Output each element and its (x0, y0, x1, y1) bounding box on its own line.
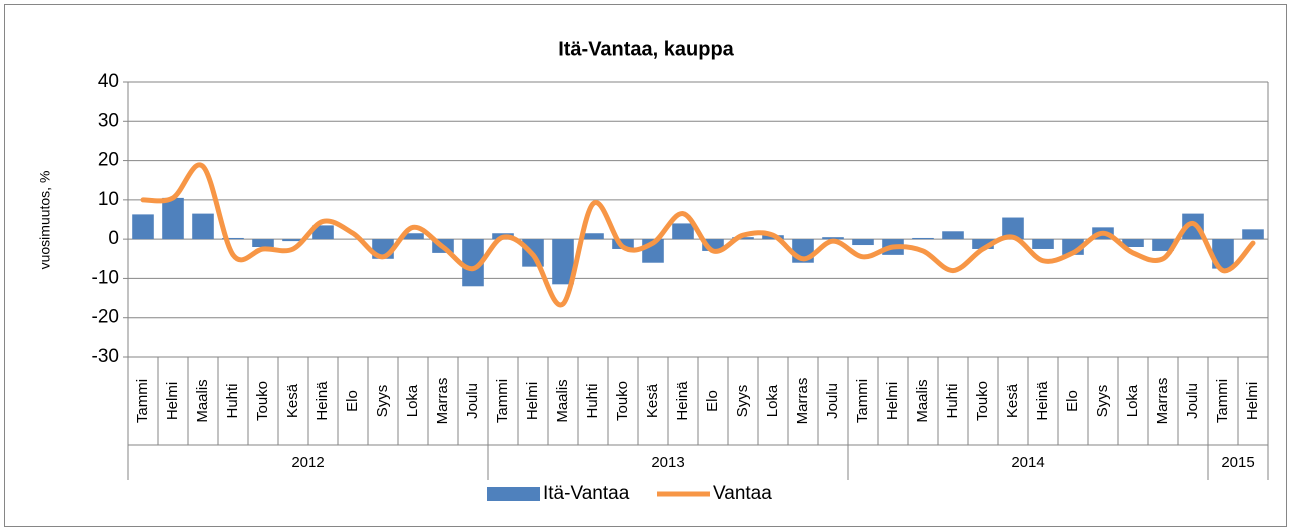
x-group-label: 2014 (1011, 454, 1044, 471)
bar (1122, 239, 1144, 247)
line (140, 162, 1256, 308)
y-axis-label: vuosimuutos, % (37, 171, 53, 270)
bar (972, 239, 994, 249)
x-tick-label: Heinä (314, 381, 331, 421)
x-tick-label: Maalis (194, 379, 211, 422)
x-tick-label: Helmi (524, 382, 541, 420)
y-tick-label: -30 (92, 346, 119, 367)
x-tick-label: Marras (1154, 378, 1171, 425)
bar (282, 239, 304, 242)
x-tick-label: Helmi (884, 382, 901, 420)
x-tick-label: Huhti (584, 383, 601, 418)
x-tick-label: Elo (344, 390, 361, 412)
bar (912, 237, 934, 240)
x-tick-label: Maalis (554, 379, 571, 422)
legend-swatch (487, 487, 540, 501)
bar (942, 231, 964, 240)
bar (1032, 239, 1054, 249)
x-tick-label: Loka (764, 384, 781, 417)
x-tick-label: Kesä (1004, 383, 1021, 418)
bar (1242, 229, 1264, 240)
chart-border (4, 4, 1287, 527)
bar (132, 214, 154, 240)
y-tick-label: -10 (92, 267, 119, 288)
x-tick-label: Kesä (284, 383, 301, 418)
bar (702, 239, 724, 251)
x-tick-label: Joulu (1184, 383, 1201, 419)
y-tick-label: 0 (108, 228, 119, 249)
x-tick-label: Maalis (914, 379, 931, 422)
y-tick-label: 10 (98, 189, 119, 210)
y-tick-label: -20 (92, 307, 119, 328)
legend-label: Itä-Vantaa (543, 483, 630, 504)
bar (732, 237, 754, 240)
bar (552, 239, 574, 285)
bar (462, 239, 484, 287)
x-tick-label: Helmi (164, 382, 181, 420)
x-tick-label: Loka (404, 384, 421, 417)
y-tick-label: 40 (98, 71, 119, 92)
y-tick-label: 30 (98, 110, 119, 131)
x-tick-label: Touko (254, 381, 271, 421)
x-tick-label: Tammi (854, 379, 871, 423)
legend-label: Vantaa (713, 483, 772, 504)
x-tick-label: Touko (614, 381, 631, 421)
x-tick-label: Syys (1094, 385, 1111, 418)
bar (402, 233, 424, 240)
y-tick-label: 20 (98, 150, 119, 171)
x-tick-label: Heinä (1034, 381, 1051, 421)
x-tick-label: Syys (734, 385, 751, 418)
x-tick-label: Tammi (134, 379, 151, 423)
x-tick-label: Elo (1064, 390, 1081, 412)
x-tick-label: Marras (434, 378, 451, 425)
bar (822, 237, 844, 240)
x-tick-label: Huhti (224, 383, 241, 418)
x-group-label: 2015 (1221, 454, 1254, 471)
x-tick-label: Tammi (494, 379, 511, 423)
x-tick-label: Helmi (1244, 382, 1261, 420)
x-tick-label: Marras (794, 378, 811, 425)
x-tick-label: Tammi (1214, 379, 1231, 423)
x-group-label: 2013 (651, 454, 684, 471)
chart-title: Itä-Vantaa, kauppa (558, 38, 734, 60)
x-tick-label: Huhti (944, 383, 961, 418)
x-tick-label: Kesä (644, 383, 661, 418)
x-tick-label: Touko (974, 381, 991, 421)
bar (1002, 217, 1024, 240)
bar (192, 213, 214, 240)
x-tick-label: Joulu (464, 383, 481, 419)
bar (672, 223, 694, 240)
bar (852, 239, 874, 246)
bar (582, 233, 604, 240)
bar (252, 239, 274, 247)
bar (222, 237, 244, 240)
bar (162, 197, 184, 240)
x-tick-label: Joulu (824, 383, 841, 419)
x-tick-label: Syys (374, 385, 391, 418)
x-tick-label: Heinä (674, 381, 691, 421)
x-group-label: 2012 (291, 454, 324, 471)
bar (312, 225, 334, 240)
x-tick-label: Elo (704, 390, 721, 412)
bar (1152, 239, 1174, 251)
x-tick-label: Loka (1124, 384, 1141, 417)
